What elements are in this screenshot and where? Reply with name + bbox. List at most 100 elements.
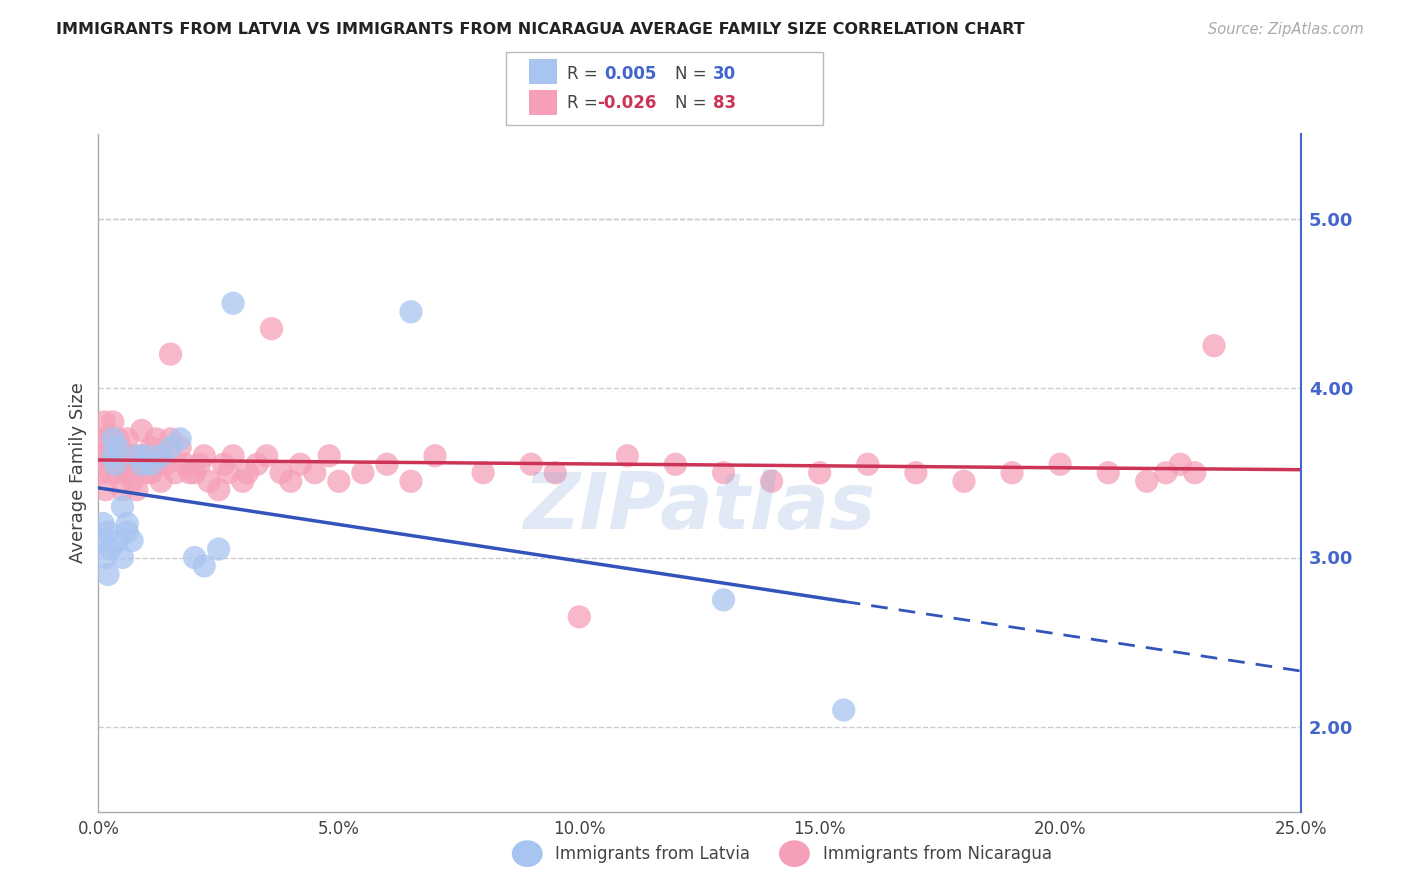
Point [101,449,124,463]
Point [290,458,312,472]
Point [260,322,283,336]
Text: Immigrants from Latvia: Immigrants from Latvia [555,845,751,863]
Point [108,440,131,454]
Point [94,550,117,565]
Point [91,432,114,446]
Point [280,474,302,488]
Point [111,483,134,497]
Point [208,483,231,497]
Text: N =: N = [675,94,711,112]
Point [472,466,495,480]
Point [399,474,422,488]
Point [713,466,735,480]
Point [117,516,139,531]
Point [145,432,167,446]
Point [97,524,120,539]
Point [94,483,117,497]
Point [304,466,326,480]
Point [165,466,187,480]
Point [1154,466,1177,480]
Point [100,541,122,557]
Point [183,466,205,480]
Point [616,449,638,463]
Point [90,449,112,463]
Point [111,550,134,565]
Point [568,610,591,624]
Point [953,474,976,488]
Point [107,432,129,446]
Point [179,466,201,480]
Text: Immigrants from Nicaragua: Immigrants from Nicaragua [823,845,1052,863]
Point [423,449,446,463]
Point [270,466,292,480]
Point [135,449,157,463]
Point [125,449,148,463]
Point [159,432,181,446]
Text: 0.005: 0.005 [605,64,657,83]
Point [352,466,374,480]
Point [141,440,163,454]
Point [125,458,148,472]
Point [375,458,398,472]
Point [188,458,211,472]
Text: R =: R = [567,94,603,112]
Point [232,474,254,488]
Text: R =: R = [567,64,603,83]
Point [713,592,735,607]
Point [169,440,191,454]
Point [101,415,124,429]
Point [104,458,127,472]
Point [104,458,127,472]
Point [111,500,134,514]
Point [193,449,215,463]
Point [114,449,136,463]
Point [89,466,111,480]
Point [236,466,259,480]
Point [141,466,163,480]
Point [222,296,245,310]
Point [149,449,172,463]
Point [1202,338,1225,352]
Point [101,449,124,463]
Point [169,432,191,446]
Point [399,304,422,318]
Text: -0.026: -0.026 [598,94,657,112]
Point [520,458,543,472]
Point [149,474,172,488]
Point [141,458,163,472]
Point [761,474,783,488]
Point [135,449,157,463]
Point [193,558,215,573]
Point [155,458,177,472]
Y-axis label: Average Family Size: Average Family Size [69,383,87,563]
Point [212,458,235,472]
Text: 83: 83 [713,94,735,112]
Point [1097,466,1119,480]
Point [121,474,143,488]
Point [97,567,120,582]
Point [149,449,172,463]
Text: Source: ZipAtlas.com: Source: ZipAtlas.com [1208,22,1364,37]
Point [183,550,205,565]
Point [208,541,231,557]
Point [117,466,139,480]
Point [1001,466,1024,480]
Text: ZIPatlas: ZIPatlas [523,468,876,545]
Point [121,533,143,548]
Point [174,458,197,472]
Point [131,458,153,472]
Point [222,449,245,463]
Point [131,424,153,438]
Point [544,466,567,480]
Text: N =: N = [675,64,711,83]
Point [808,466,831,480]
Point [125,483,148,497]
Point [97,432,120,446]
Point [101,432,124,446]
Point [107,533,129,548]
Point [97,449,120,463]
Point [145,458,167,472]
Point [246,458,269,472]
Point [856,458,879,472]
Point [1170,458,1192,472]
